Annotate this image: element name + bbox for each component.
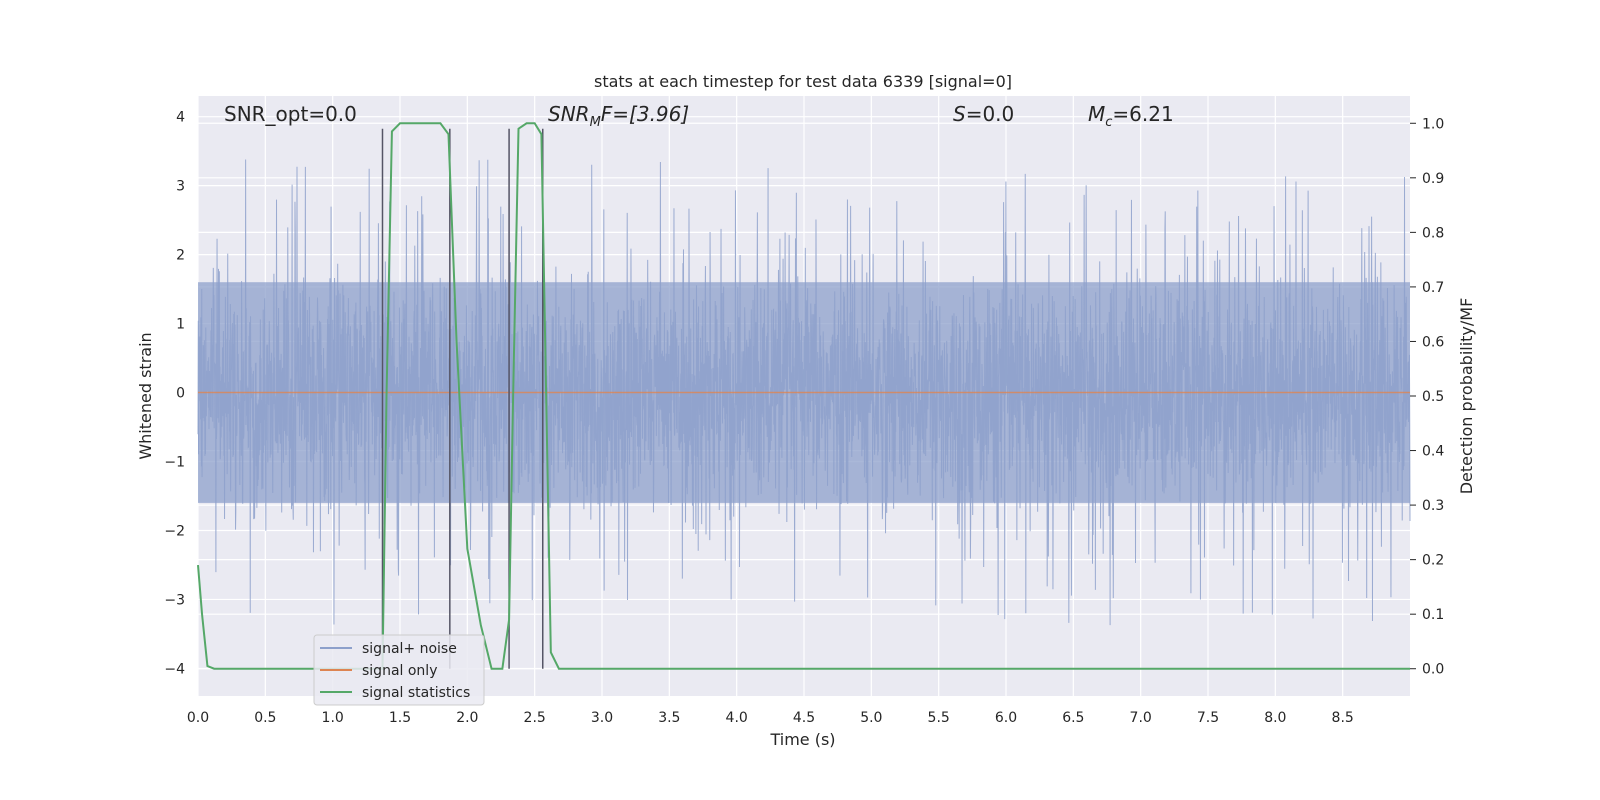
x-tick-label: 5.0 — [860, 710, 882, 726]
chart-title: stats at each timestep for test data 633… — [594, 72, 1012, 91]
x-tick-label: 3.0 — [591, 710, 613, 726]
y2-tick-label: 0.0 — [1422, 662, 1444, 678]
x-tick-label: 0.0 — [187, 710, 209, 726]
annotation-snr-mf-sub: M — [590, 115, 601, 130]
x-tick-label: 7.0 — [1130, 710, 1152, 726]
legend: signal+ noise signal only signal statist… — [313, 634, 485, 706]
annotation-snr-mf-main: SNR — [548, 102, 590, 126]
y-axis-label: Whitened strain — [136, 332, 155, 459]
legend-label-signal-noise: signal+ noise — [362, 641, 457, 657]
annotation-snr-mf: SNRMF=[3.96] — [548, 102, 689, 130]
x-tick-labels: 0.0 0.5 1.0 1.5 2.0 2.5 3.0 3.5 4.0 4.5 5.0 5.5 6.0 6… — [187, 710, 1354, 726]
y-tick-label: 1 — [176, 317, 185, 333]
signal-statistics-line — [197, 122, 1410, 670]
annotation-mc-main: M — [1088, 102, 1105, 126]
y2-tick-label: 0.2 — [1422, 553, 1444, 569]
legend-label-signal-statistics: signal statistics — [362, 685, 470, 701]
annotation-s-rest: =0.0 — [966, 102, 1015, 126]
y2-tick-label: 0.1 — [1422, 607, 1444, 623]
annotation-snr-opt: SNR_opt=0.0 — [224, 102, 357, 126]
annotation-mc-sub: c — [1105, 115, 1112, 130]
y2-tick-label: 0.5 — [1422, 389, 1444, 405]
y2-tick-labels: 1.0 0.9 0.8 0.7 0.6 0.5 0.4 0.3 0.2 0.1 0.0 — [1410, 116, 1444, 678]
x-tick-label: 2.0 — [456, 710, 478, 726]
annotation-s: S=0.0 — [953, 102, 1014, 126]
x-axis-label: Time (s) — [769, 730, 835, 749]
legend-label-signal-only: signal only — [362, 663, 437, 679]
y2-tick-label: 0.6 — [1422, 334, 1444, 350]
annotation-s-main: S — [953, 102, 966, 126]
x-tick-label: 2.5 — [524, 710, 546, 726]
y2-tick-label: 0.9 — [1422, 171, 1444, 187]
x-tick-label: 5.5 — [928, 710, 950, 726]
x-tick-label: 1.5 — [389, 710, 411, 726]
y-tick-label: −2 — [164, 523, 185, 539]
annotation-mc-rest: =6.21 — [1112, 102, 1173, 126]
x-tick-label: 8.5 — [1332, 710, 1354, 726]
y-tick-label: −3 — [164, 592, 185, 608]
legend-box — [313, 634, 485, 706]
series-signal-statistics — [197, 122, 1410, 670]
x-tick-label: 7.5 — [1197, 710, 1219, 726]
y-tick-label: 4 — [176, 110, 185, 126]
y-tick-label: 0 — [176, 386, 185, 402]
x-tick-label: 6.0 — [995, 710, 1017, 726]
x-tick-label: 6.5 — [1062, 710, 1084, 726]
y2-tick-label: 0.7 — [1422, 280, 1444, 296]
x-tick-label: 3.5 — [658, 710, 680, 726]
y-tick-label: −4 — [164, 661, 185, 677]
x-tick-label: 4.5 — [793, 710, 815, 726]
x-tick-label: 1.0 — [322, 710, 344, 726]
y-tick-label: 2 — [176, 248, 185, 264]
y2-tick-label: 1.0 — [1422, 116, 1444, 132]
y-tick-label: −1 — [164, 455, 185, 471]
y2-axis-label: Detection probability/MF — [1457, 298, 1476, 495]
y2-tick-label: 0.3 — [1422, 498, 1444, 514]
y-tick-labels: 4 3 2 1 0 −1 −2 −3 −4 — [164, 110, 185, 678]
y2-tick-label: 0.4 — [1422, 444, 1444, 460]
x-tick-label: 8.0 — [1264, 710, 1286, 726]
x-tick-label: 0.5 — [254, 710, 276, 726]
y2-tick-label: 0.8 — [1422, 225, 1444, 241]
annotation-mc: Mc=6.21 — [1088, 102, 1174, 130]
x-tick-label: 4.0 — [726, 710, 748, 726]
annotation-snr-mf-rest: F=[3.96] — [601, 102, 689, 126]
noise-trace — [197, 159, 1411, 626]
y-tick-label: 3 — [176, 179, 185, 195]
